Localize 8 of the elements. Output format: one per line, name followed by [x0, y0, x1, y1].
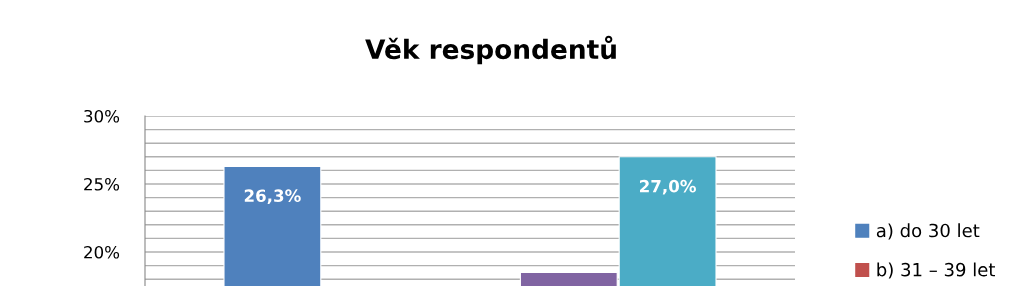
y-tick-label: 30% [84, 109, 120, 123]
y-tick-label: 25% [84, 177, 120, 191]
legend-label: a) do 30 let [876, 223, 980, 240]
legend-label: b) 31 – 39 let [877, 262, 995, 279]
data-label: 27,0% [640, 179, 696, 195]
chart-title: Věk respondentů [365, 35, 616, 65]
data-label: 26,3% [244, 189, 301, 205]
y-tick-label: 20% [84, 245, 120, 259]
